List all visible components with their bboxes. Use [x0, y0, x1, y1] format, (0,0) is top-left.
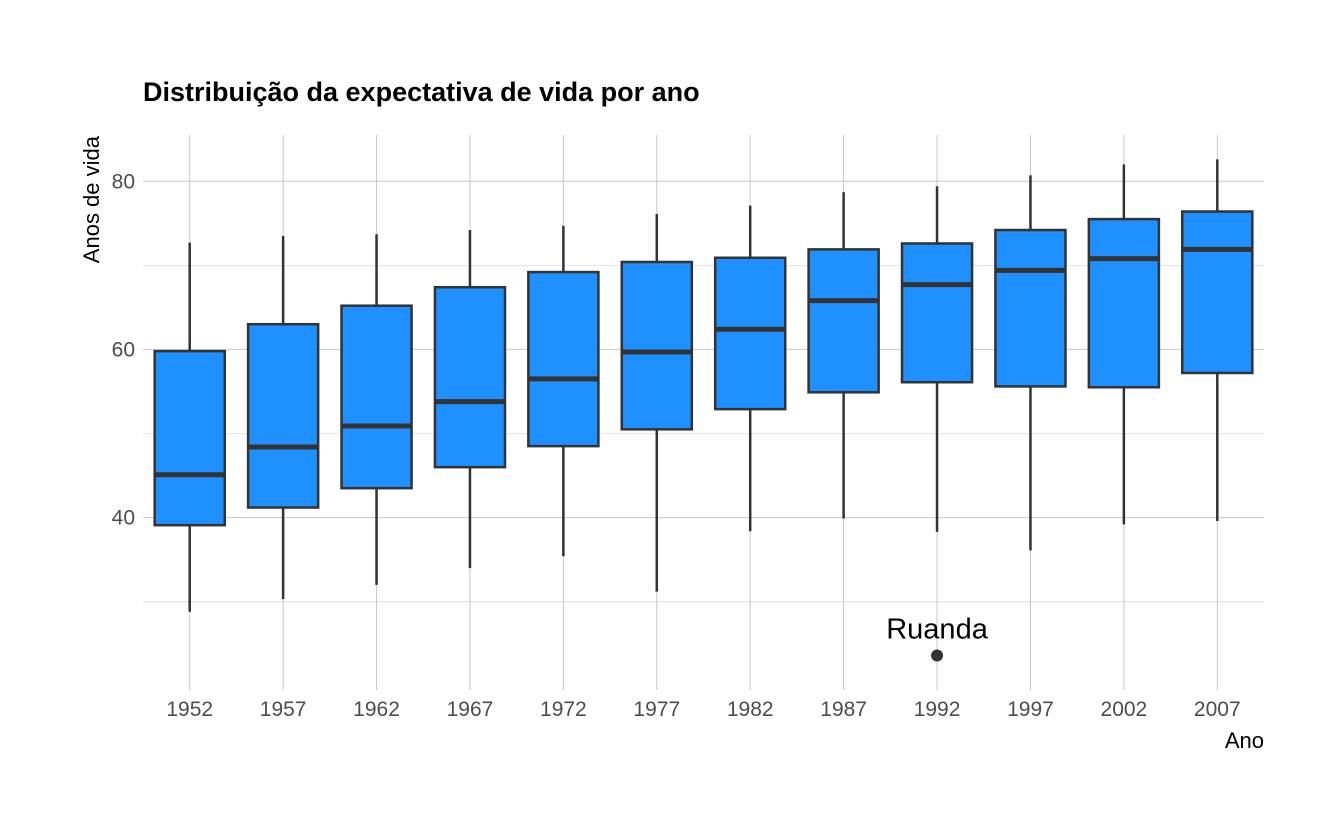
chart-title: Distribuição da expectativa de vida por …	[143, 77, 700, 107]
outliers: Ruanda	[886, 614, 989, 662]
box-rect	[433, 285, 507, 469]
x-tick-label: 2007	[1194, 698, 1241, 721]
x-tick-labels: 1952 1957 1962 1967 1972 1977 1982 1987 1992 1997…	[166, 698, 1240, 721]
x-tick-label: 1962	[353, 698, 400, 721]
box-1952	[153, 242, 226, 612]
outlier-point	[931, 649, 944, 662]
y-axis-title: Anos de vida	[79, 135, 104, 263]
box-rect	[994, 228, 1067, 388]
x-tick-label: 1982	[727, 698, 774, 721]
x-tick-label: 1977	[633, 698, 680, 721]
box-rect	[713, 256, 787, 411]
box-1972	[527, 225, 600, 557]
x-tick-label: 1987	[820, 698, 867, 721]
box-rect	[153, 349, 226, 527]
box-rect	[900, 242, 974, 384]
x-tick-label: 1957	[260, 698, 307, 721]
x-tick-label: 1997	[1007, 698, 1054, 721]
boxes	[153, 159, 1254, 612]
box-rect	[1181, 210, 1254, 375]
box-2002	[1087, 164, 1161, 525]
y-tick-label: 60	[112, 338, 135, 361]
y-tick-label: 80	[112, 170, 135, 193]
box-rect	[620, 260, 694, 431]
box-1997	[994, 175, 1067, 551]
x-tick-label: 2002	[1101, 698, 1148, 721]
box-1982	[713, 205, 787, 532]
box-1967	[433, 230, 507, 569]
outlier-label: Ruanda	[886, 614, 988, 646]
x-tick-label: 1967	[447, 698, 494, 721]
box-rect	[527, 270, 600, 448]
y-tick-label: 40	[112, 507, 135, 530]
x-tick-label: 1972	[540, 698, 587, 721]
box-rect	[246, 322, 320, 509]
box-1957	[246, 235, 320, 600]
x-tick-label: 1992	[914, 698, 961, 721]
y-tick-labels: 40 60 80	[112, 170, 135, 529]
box-rect	[807, 248, 880, 394]
box-2007	[1181, 159, 1254, 521]
box-1962	[340, 234, 413, 585]
box-rect	[340, 304, 413, 490]
box-1977	[620, 214, 694, 592]
box-1992	[900, 186, 974, 532]
box-1987	[807, 192, 880, 519]
x-axis-title: Ano	[1225, 728, 1264, 753]
x-tick-label: 1952	[166, 698, 213, 721]
box-rect	[1087, 217, 1161, 389]
